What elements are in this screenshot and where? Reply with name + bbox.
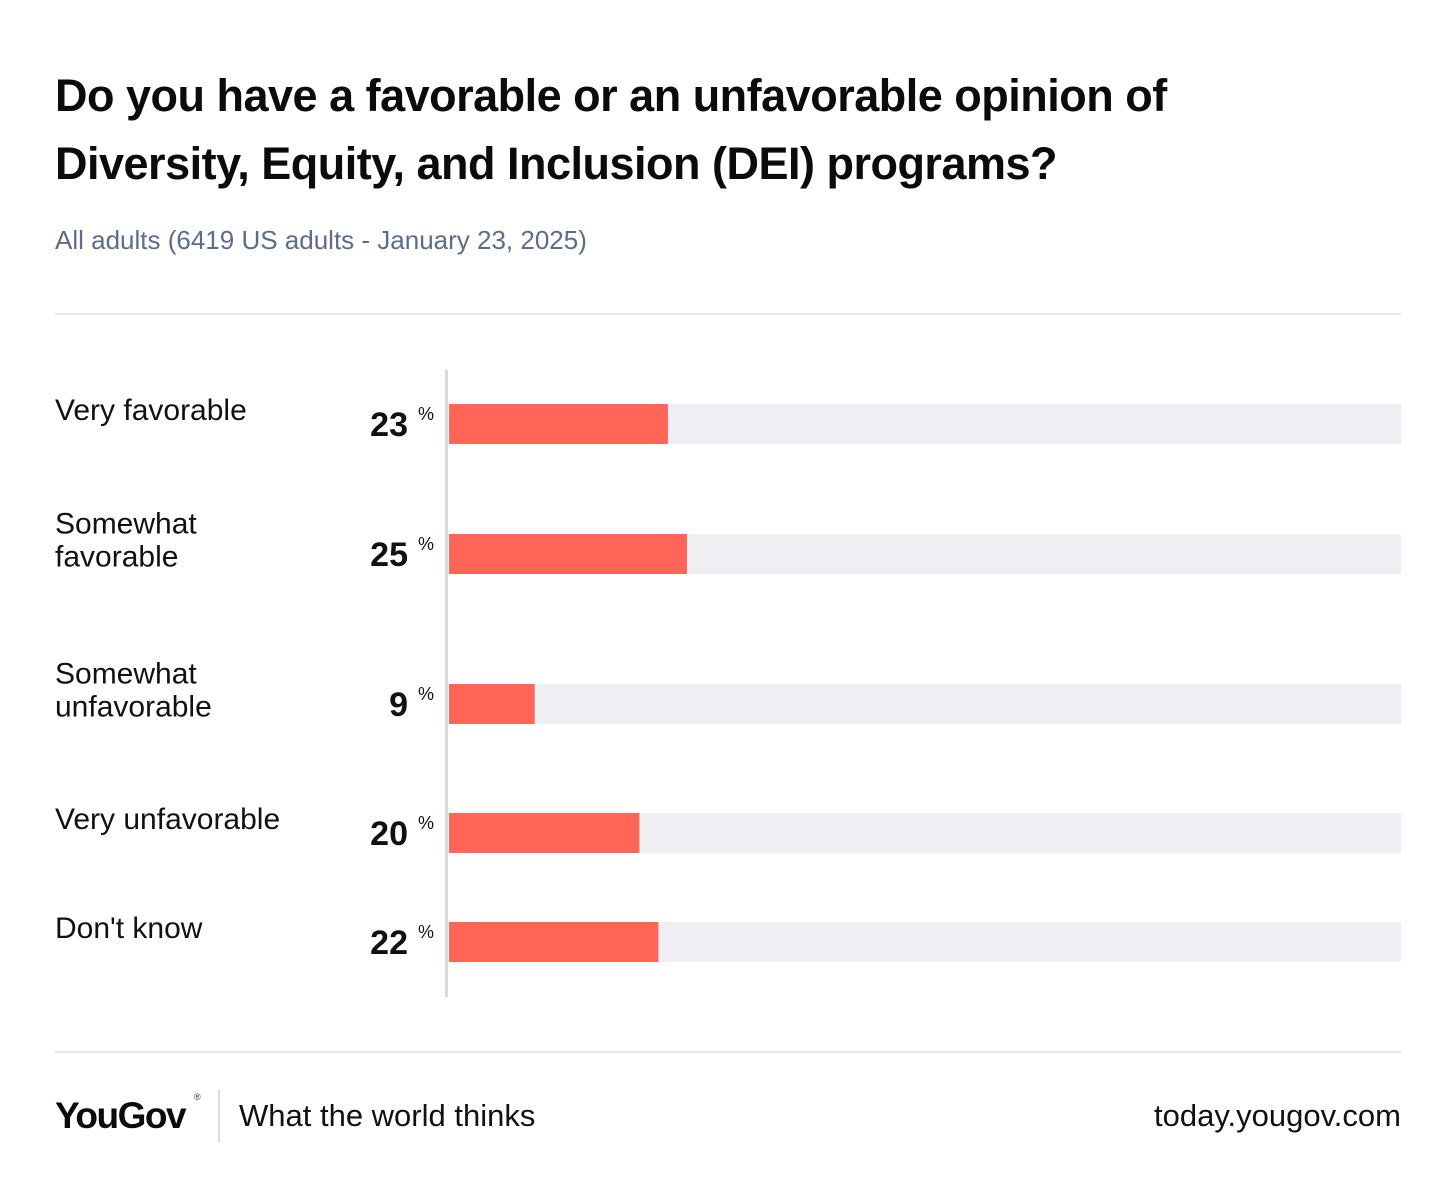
chart-title: Do you have a favorable or an unfavorabl… — [55, 70, 1167, 189]
value-label: 9 — [389, 686, 408, 724]
bottom-divider — [55, 1051, 1401, 1053]
value-label: 23 — [370, 406, 408, 444]
value-label: 22 — [370, 924, 408, 962]
category-label: Very favorable — [55, 394, 247, 427]
bar — [449, 534, 687, 574]
category-label: Don't know — [55, 912, 203, 945]
bar-track — [449, 684, 1401, 724]
percent-label: % — [418, 684, 434, 704]
registered-mark: ® — [194, 1092, 201, 1102]
bar — [449, 813, 640, 853]
chart-subtitle: All adults (6419 US adults - January 23,… — [55, 225, 587, 255]
percent-label: % — [418, 534, 434, 554]
yougov-logo: YouGov — [55, 1095, 187, 1136]
bar — [449, 684, 535, 724]
top-divider — [55, 313, 1401, 315]
tagline: What the world thinks — [239, 1098, 536, 1133]
category-label: favorable — [55, 541, 178, 574]
y-axis-line — [445, 370, 448, 997]
category-label: Very unfavorable — [55, 803, 280, 836]
percent-label: % — [418, 813, 434, 833]
bar — [449, 922, 659, 962]
bar — [449, 404, 668, 444]
percent-label: % — [418, 404, 434, 424]
percent-label: % — [418, 922, 434, 942]
value-label: 25 — [370, 536, 408, 574]
value-label: 20 — [370, 815, 408, 853]
footer: YouGov ® What the world thinks today.you… — [55, 1090, 1401, 1142]
site-url: today.yougov.com — [1154, 1098, 1401, 1133]
category-label: Somewhat — [55, 658, 197, 691]
category-label: Somewhat — [55, 508, 197, 541]
footer-divider — [218, 1090, 220, 1142]
category-label: unfavorable — [55, 691, 212, 724]
